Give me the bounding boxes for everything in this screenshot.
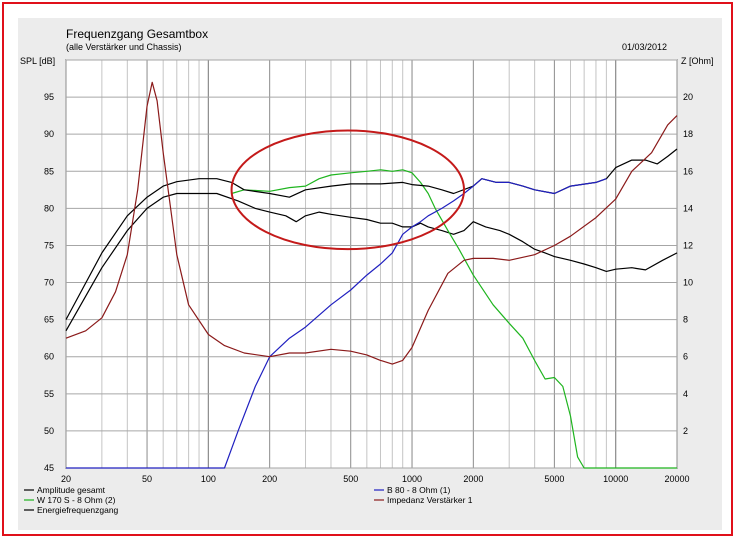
- y-right-tick-label: 14: [683, 203, 693, 213]
- x-tick-label: 10000: [603, 474, 628, 484]
- x-tick-label: 200: [262, 474, 277, 484]
- y-right-tick-label: 4: [683, 389, 688, 399]
- y-axis-left-label: SPL [dB]: [20, 56, 55, 66]
- y-right-tick-label: 18: [683, 129, 693, 139]
- x-tick-label: 20000: [664, 474, 689, 484]
- x-tick-label: 1000: [402, 474, 422, 484]
- x-tick-label: 100: [201, 474, 216, 484]
- series-layer: [65, 81, 678, 469]
- series-line-4: [66, 178, 607, 469]
- y-right-tick-label: 6: [683, 352, 688, 362]
- x-tick-label: 50: [142, 474, 152, 484]
- y-right-tick-label: 8: [683, 315, 688, 325]
- plot-area: [65, 59, 678, 469]
- y-left-tick-label: 55: [44, 389, 54, 399]
- y-left-tick-label: 65: [44, 315, 54, 325]
- x-tick-label: 2000: [463, 474, 483, 484]
- ticks: 20 50 100 200 500 1000 2000 5000 10000 20000 45 50 5…: [44, 92, 693, 484]
- y-left-tick-label: 50: [44, 426, 54, 436]
- y-left-tick-label: 60: [44, 352, 54, 362]
- annotation-ellipse: [230, 129, 466, 251]
- legend-entry: W 170 S - 8 Ohm (2): [37, 495, 116, 505]
- legend-entry: Amplitude gesamt: [37, 485, 106, 495]
- y-left-tick-label: 90: [44, 129, 54, 139]
- series-line-2: [231, 169, 677, 469]
- y-left-tick-label: 70: [44, 278, 54, 288]
- chart-subtitle: (alle Verstärker und Chassis): [66, 42, 182, 52]
- x-tick-label: 5000: [544, 474, 564, 484]
- y-right-tick-label: 12: [683, 240, 693, 250]
- chart-title: Frequenzgang Gesamtbox: [66, 27, 208, 41]
- chart-panel: Frequenzgang Gesamtbox (alle Verstärker …: [18, 18, 722, 530]
- y-left-tick-label: 85: [44, 166, 54, 176]
- legend-entry: Impedanz Verstärker 1: [387, 495, 473, 505]
- y-left-tick-label: 80: [44, 203, 54, 213]
- y-left-tick-label: 95: [44, 92, 54, 102]
- series-line-1: [65, 192, 678, 332]
- y-left-tick-label: 45: [44, 463, 54, 473]
- frequency-response-chart: Frequenzgang Gesamtbox (alle Verstärker …: [20, 27, 714, 515]
- legend-entry: Energiefrequenzgang: [37, 505, 119, 515]
- y-right-tick-label: 16: [683, 166, 693, 176]
- series-line-5: [65, 81, 678, 365]
- y-right-tick-label: 2: [683, 426, 688, 436]
- x-tick-label: 20: [61, 474, 71, 484]
- x-tick-label: 500: [343, 474, 358, 484]
- y-right-tick-label: 20: [683, 92, 693, 102]
- chart-date: 01/03/2012: [622, 42, 667, 52]
- y-right-tick-label: 10: [683, 278, 693, 288]
- legend-entry: B 80 - 8 Ohm (1): [387, 485, 450, 495]
- grid: [65, 59, 678, 469]
- y-left-tick-label: 75: [44, 240, 54, 250]
- y-axis-right-label: Z [Ohm]: [681, 56, 714, 66]
